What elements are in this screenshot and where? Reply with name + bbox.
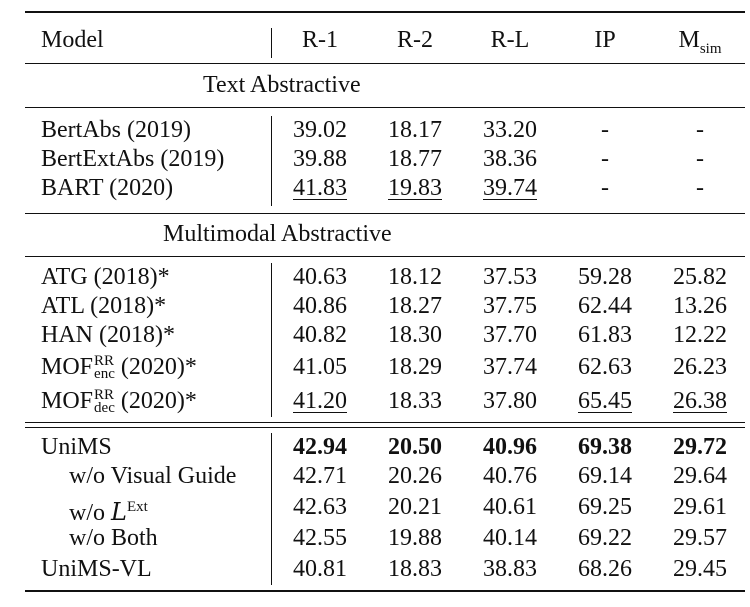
header-msim: Msim <box>678 27 722 57</box>
cell-r1: 39.02 <box>293 117 347 143</box>
cell-r2: 19.83 <box>388 175 442 201</box>
cell-r1: 42.55 <box>293 525 347 551</box>
mm-vline <box>271 263 272 417</box>
top-rule <box>25 11 745 13</box>
cell-ip: 61.83 <box>578 322 632 348</box>
cell-r2: 18.83 <box>388 556 442 582</box>
cell-rl: 37.53 <box>483 264 537 290</box>
cell-msim: - <box>696 175 704 201</box>
cell-r2: 19.88 <box>388 525 442 551</box>
group-rule-1 <box>25 422 745 423</box>
header-r2: R-2 <box>397 27 433 53</box>
cell-rl: 38.36 <box>483 146 537 172</box>
cell-msim: 12.22 <box>673 322 727 348</box>
cell-ip: 69.22 <box>578 525 632 551</box>
cell-msim: 29.61 <box>673 494 727 520</box>
cell-ip: 69.14 <box>578 463 632 489</box>
cell-rl: 38.83 <box>483 556 537 582</box>
cell-r1: 42.71 <box>293 463 347 489</box>
cell-r1: 42.63 <box>293 494 347 520</box>
cell-r1: 40.81 <box>293 556 347 582</box>
cell-msim: - <box>696 146 704 172</box>
section-rule-text <box>25 107 745 108</box>
row-model-label: UniMS <box>41 434 112 460</box>
cell-ip: - <box>601 175 609 201</box>
cell-msim: 26.23 <box>673 354 727 380</box>
cell-r2: 18.33 <box>388 388 442 414</box>
cell-msim: 29.45 <box>673 556 727 582</box>
cell-ip: 69.38 <box>578 434 632 460</box>
row-model-label: BertAbs (2019) <box>41 117 191 143</box>
cell-r1: 39.88 <box>293 146 347 172</box>
cell-r2: 18.77 <box>388 146 442 172</box>
cell-rl: 40.96 <box>483 434 537 460</box>
row-model-label: w/o LExt <box>69 498 148 526</box>
header-vline <box>271 28 272 58</box>
cell-r1: 40.63 <box>293 264 347 290</box>
cell-r1: 40.82 <box>293 322 347 348</box>
cell-r2: 20.21 <box>388 494 442 520</box>
cell-r1: 41.05 <box>293 354 347 380</box>
cell-ip: 62.63 <box>578 354 632 380</box>
row-model-label: w/o Both <box>69 525 158 551</box>
cell-ip: 62.44 <box>578 293 632 319</box>
unims-vline <box>271 433 272 585</box>
text-vline <box>271 116 272 206</box>
row-model-label: UniMS-VL <box>41 556 152 582</box>
cell-r1: 42.94 <box>293 434 347 460</box>
cell-msim: 29.64 <box>673 463 727 489</box>
row-model-label: BART (2020) <box>41 175 174 201</box>
row-model-label: w/o Visual Guide <box>69 463 237 489</box>
cell-msim: - <box>696 117 704 143</box>
cell-ip: 65.45 <box>578 388 632 414</box>
bottom-rule <box>25 590 745 592</box>
row-model-label: ATG (2018)* <box>41 264 170 290</box>
header-r1: R-1 <box>302 27 338 53</box>
header-ip: IP <box>594 27 616 53</box>
cell-rl: 37.70 <box>483 322 537 348</box>
section-multimodal-abstractive: Multimodal Abstractive <box>163 221 392 247</box>
cell-r1: 41.20 <box>293 388 347 414</box>
cell-r2: 18.29 <box>388 354 442 380</box>
row-model-label: HAN (2018)* <box>41 322 175 348</box>
header-rule <box>25 63 745 64</box>
cell-msim: 13.26 <box>673 293 727 319</box>
cell-ip: - <box>601 117 609 143</box>
header-rl: R-L <box>490 27 530 53</box>
cell-ip: 68.26 <box>578 556 632 582</box>
cell-ip: 59.28 <box>578 264 632 290</box>
cell-msim: 29.72 <box>673 434 727 460</box>
cell-r2: 18.27 <box>388 293 442 319</box>
cell-msim: 25.82 <box>673 264 727 290</box>
cell-rl: 37.80 <box>483 388 537 414</box>
row-model-label: ATL (2018)* <box>41 293 167 319</box>
cell-r2: 20.26 <box>388 463 442 489</box>
cell-rl: 40.14 <box>483 525 537 551</box>
cell-rl: 37.74 <box>483 354 537 380</box>
cell-r2: 18.30 <box>388 322 442 348</box>
cell-ip: - <box>601 146 609 172</box>
cell-rl: 37.75 <box>483 293 537 319</box>
cell-rl: 39.74 <box>483 175 537 201</box>
cell-r1: 40.86 <box>293 293 347 319</box>
cell-rl: 33.20 <box>483 117 537 143</box>
cell-r2: 18.12 <box>388 264 442 290</box>
cell-msim: 29.57 <box>673 525 727 551</box>
cell-msim: 26.38 <box>673 388 727 414</box>
cell-r1: 41.83 <box>293 175 347 201</box>
cell-r2: 18.17 <box>388 117 442 143</box>
header-model: Model <box>41 27 104 53</box>
section-text-abstractive: Text Abstractive <box>203 72 361 98</box>
section-rule-mm <box>25 256 745 257</box>
cell-ip: 69.25 <box>578 494 632 520</box>
row-model-label: MOF RR dec (2020)* <box>41 387 197 417</box>
cell-rl: 40.76 <box>483 463 537 489</box>
cell-rl: 40.61 <box>483 494 537 520</box>
group-rule-2 <box>25 427 745 428</box>
cell-r2: 20.50 <box>388 434 442 460</box>
divider-rule <box>25 213 745 214</box>
results-table: Model R-1 R-2 R-L IP Msim Text Abstracti… <box>25 0 745 607</box>
row-model-label: BertExtAbs (2019) <box>41 146 225 172</box>
row-model-label: MOF RR enc (2020)* <box>41 353 197 383</box>
